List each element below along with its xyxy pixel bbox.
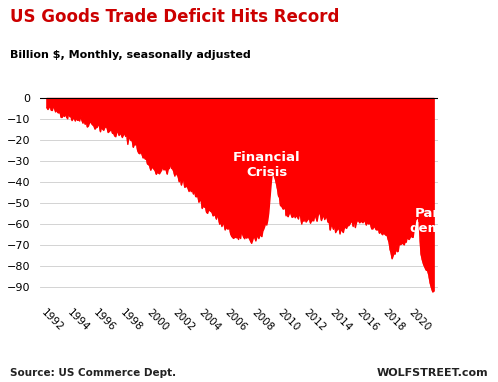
Text: US Goods Trade Deficit Hits Record: US Goods Trade Deficit Hits Record [10,8,339,26]
Text: Financial
Crisis: Financial Crisis [233,151,301,179]
Text: Source: US Commerce Dept.: Source: US Commerce Dept. [10,368,176,378]
Text: Pan-
demic: Pan- demic [409,207,454,235]
Text: Billion $, Monthly, seasonally adjusted: Billion $, Monthly, seasonally adjusted [10,50,250,60]
Text: WOLFSTREET.com: WOLFSTREET.com [376,368,488,378]
